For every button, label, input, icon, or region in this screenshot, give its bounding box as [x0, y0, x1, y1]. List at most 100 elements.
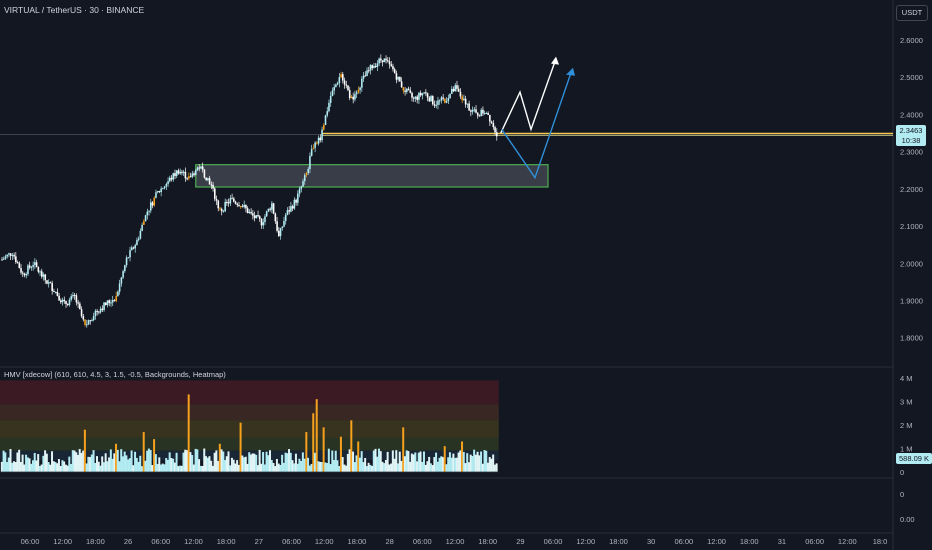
candle-body	[177, 170, 180, 174]
candle	[222, 209, 225, 213]
candle-body	[480, 109, 483, 117]
volume-tick-label: 0	[900, 468, 904, 477]
volume-bar	[445, 464, 448, 472]
indicator-label[interactable]: HMV [xdecow] (610, 610, 4.5, 3, 1.5, -0.…	[4, 370, 226, 379]
candle	[380, 54, 382, 64]
candle-body	[421, 93, 424, 96]
volume-bar	[137, 461, 140, 472]
volume-bar	[102, 462, 105, 472]
candle	[437, 96, 439, 110]
volume-bar	[189, 452, 192, 472]
candle	[207, 177, 209, 182]
candle	[238, 201, 240, 207]
candle	[34, 258, 36, 269]
candle-body	[250, 212, 252, 214]
candle	[89, 320, 92, 325]
candle-body	[431, 96, 434, 105]
candle-body	[15, 256, 17, 263]
candle-body	[367, 70, 370, 72]
volume-bar	[201, 465, 204, 472]
candle-body	[191, 173, 194, 177]
candle	[92, 312, 95, 322]
volume-bar	[237, 464, 240, 472]
candle-body	[274, 213, 277, 222]
candle-body	[359, 87, 361, 90]
volume-bar	[115, 443, 118, 472]
candle-body	[397, 76, 399, 80]
volume-bar	[275, 459, 278, 472]
candle-body	[407, 88, 410, 91]
candle	[326, 106, 329, 118]
candle	[426, 92, 429, 102]
volume-bar	[108, 457, 111, 472]
volume-bar	[424, 464, 427, 472]
candle-body	[267, 208, 270, 212]
candle-body	[101, 308, 104, 310]
candle	[452, 86, 455, 93]
candle	[487, 111, 489, 115]
candle-body	[30, 266, 33, 268]
candle-body	[156, 191, 159, 193]
candle-body	[279, 228, 282, 237]
candle	[333, 83, 335, 95]
candle	[298, 186, 301, 198]
volume-bar	[305, 432, 308, 472]
candle	[468, 100, 470, 111]
candle	[208, 175, 211, 185]
volume-bar	[386, 451, 389, 472]
candle	[236, 202, 239, 208]
candle	[316, 141, 318, 145]
volume-bar	[37, 454, 40, 472]
heatmap-band	[0, 404, 499, 421]
candle	[2, 256, 5, 260]
volume-bar	[87, 456, 90, 472]
volume-bar	[33, 452, 36, 472]
time-tick-label: 18:00	[609, 537, 628, 546]
candle-body	[466, 103, 469, 105]
candle-body	[143, 221, 145, 225]
candle	[66, 303, 69, 307]
candle-body	[224, 201, 226, 212]
candle-body	[85, 324, 88, 326]
price-tick-label: 2.1000	[900, 222, 923, 231]
candle-body	[8, 253, 10, 255]
volume-bar	[168, 452, 171, 472]
candle-body	[348, 90, 351, 99]
candle-body	[40, 271, 43, 277]
volume-bar	[367, 462, 370, 472]
candle	[72, 292, 74, 299]
candle-body	[21, 272, 24, 274]
time-tick-label: 06:00	[674, 537, 693, 546]
volume-bar	[70, 464, 73, 472]
candle	[203, 168, 206, 179]
volume-bar	[31, 460, 34, 472]
candle-body	[186, 178, 188, 180]
candle	[94, 309, 97, 320]
candle	[196, 166, 199, 172]
volume-bar	[291, 460, 294, 472]
volume-bar	[426, 461, 429, 472]
candle	[471, 106, 474, 115]
candle-body	[44, 274, 47, 281]
volume-bar	[339, 436, 342, 472]
volume-bar	[286, 453, 289, 472]
volume-bar	[471, 456, 474, 472]
candle-body	[388, 61, 391, 65]
volume-bar	[101, 456, 104, 472]
candle	[295, 198, 297, 206]
volume-bar	[353, 462, 356, 472]
candle-body	[79, 303, 81, 310]
osc-tick-label: 0	[900, 490, 904, 499]
volume-bar	[109, 449, 112, 472]
volume-bar	[310, 463, 313, 472]
candle-body	[461, 96, 463, 101]
candle	[423, 92, 425, 95]
currency-button[interactable]: USDT	[896, 5, 928, 21]
candle	[473, 106, 476, 113]
candle-body	[335, 84, 337, 88]
candle	[480, 107, 483, 117]
candle-body	[252, 213, 254, 216]
candle	[91, 318, 93, 322]
volume-bar	[436, 461, 439, 472]
